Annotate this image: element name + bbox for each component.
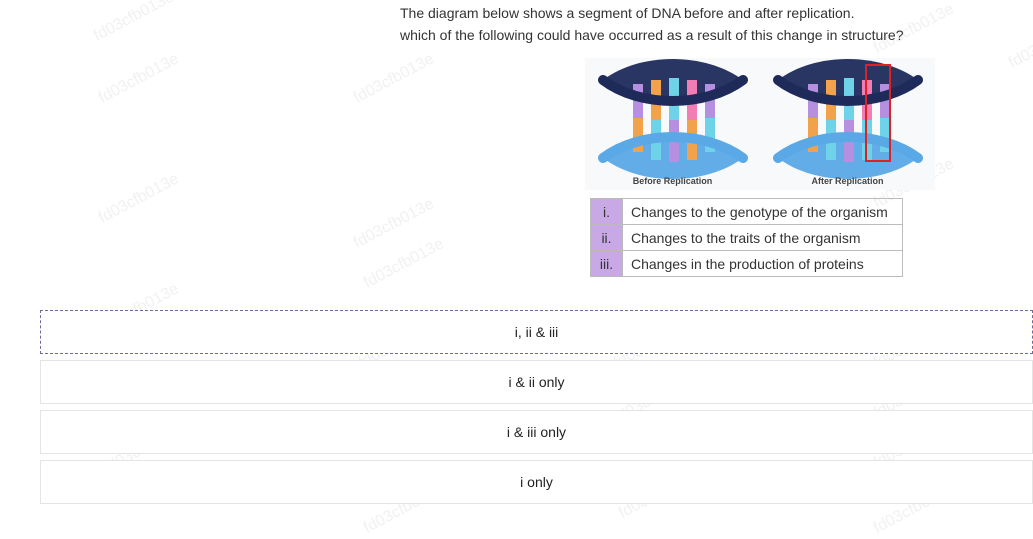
effect-index: ii. bbox=[591, 225, 623, 251]
after-caption: After Replication bbox=[760, 176, 935, 186]
watermark: fd03cfb013e bbox=[96, 50, 182, 107]
mutation-highlight-box bbox=[865, 64, 891, 162]
watermark: fd03cfb013e bbox=[96, 170, 182, 227]
effect-index: i. bbox=[591, 199, 623, 225]
watermark: fd03cfb013e bbox=[91, 0, 177, 46]
answer-option[interactable]: i, ii & iii bbox=[40, 310, 1033, 354]
question-line-2: which of the following could have occurr… bbox=[400, 25, 1000, 47]
effect-description: Changes to the traits of the organism bbox=[623, 225, 903, 251]
question-text: The diagram below shows a segment of DNA… bbox=[400, 3, 1000, 46]
question-line-1: The diagram below shows a segment of DNA… bbox=[400, 3, 1000, 25]
dna-figure: Before Replication After Replication bbox=[585, 58, 935, 190]
before-caption: Before Replication bbox=[585, 176, 760, 186]
answer-label: i, ii & iii bbox=[515, 324, 559, 340]
dna-after-svg bbox=[760, 58, 935, 190]
effect-description: Changes in the production of proteins bbox=[623, 251, 903, 277]
figure-before-panel: Before Replication bbox=[585, 58, 760, 190]
answer-label: i & ii only bbox=[508, 374, 564, 390]
effects-table: i.Changes to the genotype of the organis… bbox=[590, 198, 903, 277]
table-row: iii.Changes in the production of protein… bbox=[591, 251, 903, 277]
effect-index: iii. bbox=[591, 251, 623, 277]
table-row: i.Changes to the genotype of the organis… bbox=[591, 199, 903, 225]
figure-after-panel: After Replication bbox=[760, 58, 935, 190]
answer-label: i & iii only bbox=[507, 424, 566, 440]
table-row: ii.Changes to the traits of the organism bbox=[591, 225, 903, 251]
answer-option[interactable]: i only bbox=[40, 460, 1033, 504]
effect-description: Changes to the genotype of the organism bbox=[623, 199, 903, 225]
dna-before-svg bbox=[585, 58, 760, 190]
answer-option[interactable]: i & ii only bbox=[40, 360, 1033, 404]
answer-options: i, ii & iii i & ii only i & iii only i only bbox=[40, 310, 1033, 510]
watermark: fd03cfb013e bbox=[351, 50, 437, 107]
watermark: fd03cfb013e bbox=[1006, 15, 1033, 72]
answer-label: i only bbox=[520, 474, 553, 490]
watermark: fd03cfb013e bbox=[361, 235, 447, 292]
watermark: fd03cfb013e bbox=[351, 195, 437, 252]
answer-option[interactable]: i & iii only bbox=[40, 410, 1033, 454]
